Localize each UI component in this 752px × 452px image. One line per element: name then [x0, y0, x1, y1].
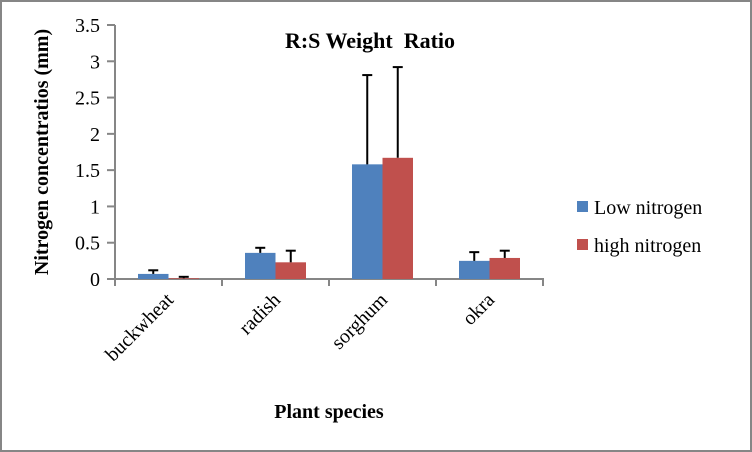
legend: Low nitrogen high nitrogen [577, 197, 702, 257]
x-tick-label: buckwheat [101, 289, 178, 366]
x-tick-label: okra [458, 289, 499, 330]
y-tick-label: 2.5 [75, 88, 100, 110]
bar-low-nitrogen [352, 164, 383, 279]
x-tick-label: radish [235, 289, 285, 339]
x-axis-label: Plant species [274, 401, 384, 423]
bar-low-nitrogen [245, 252, 276, 279]
bar-high-nitrogen [168, 278, 199, 279]
legend-label: Low nitrogen [594, 197, 702, 219]
bar-high-nitrogen [275, 262, 306, 279]
bar-high-nitrogen [489, 257, 520, 279]
y-tick-label: 3 [90, 51, 100, 73]
y-tick-label: 2 [90, 124, 100, 146]
legend-swatch [577, 239, 588, 250]
y-tick-label: 1 [90, 196, 100, 218]
x-tick-label: sorghum [327, 289, 392, 354]
legend-swatch [577, 201, 588, 212]
chart-title: R:S Weight Ratio [285, 28, 455, 53]
y-tick-label: 3.5 [75, 15, 100, 37]
y-tick-label: 0.5 [75, 233, 100, 255]
legend-label: high nitrogen [594, 235, 701, 257]
y-axis-label: Nitrogen concentratios (mm) [31, 29, 53, 275]
bars [138, 66, 520, 279]
bar-low-nitrogen [459, 260, 490, 279]
y-tick-label: 1.5 [75, 160, 100, 182]
bar-high-nitrogen [382, 157, 413, 279]
bar-low-nitrogen [138, 273, 169, 279]
axes: 0 0.5 1 1.5 2 2.5 3 3.5 buckwheat radish sorghum ok… [75, 15, 544, 366]
y-tick-label: 0 [90, 269, 100, 291]
